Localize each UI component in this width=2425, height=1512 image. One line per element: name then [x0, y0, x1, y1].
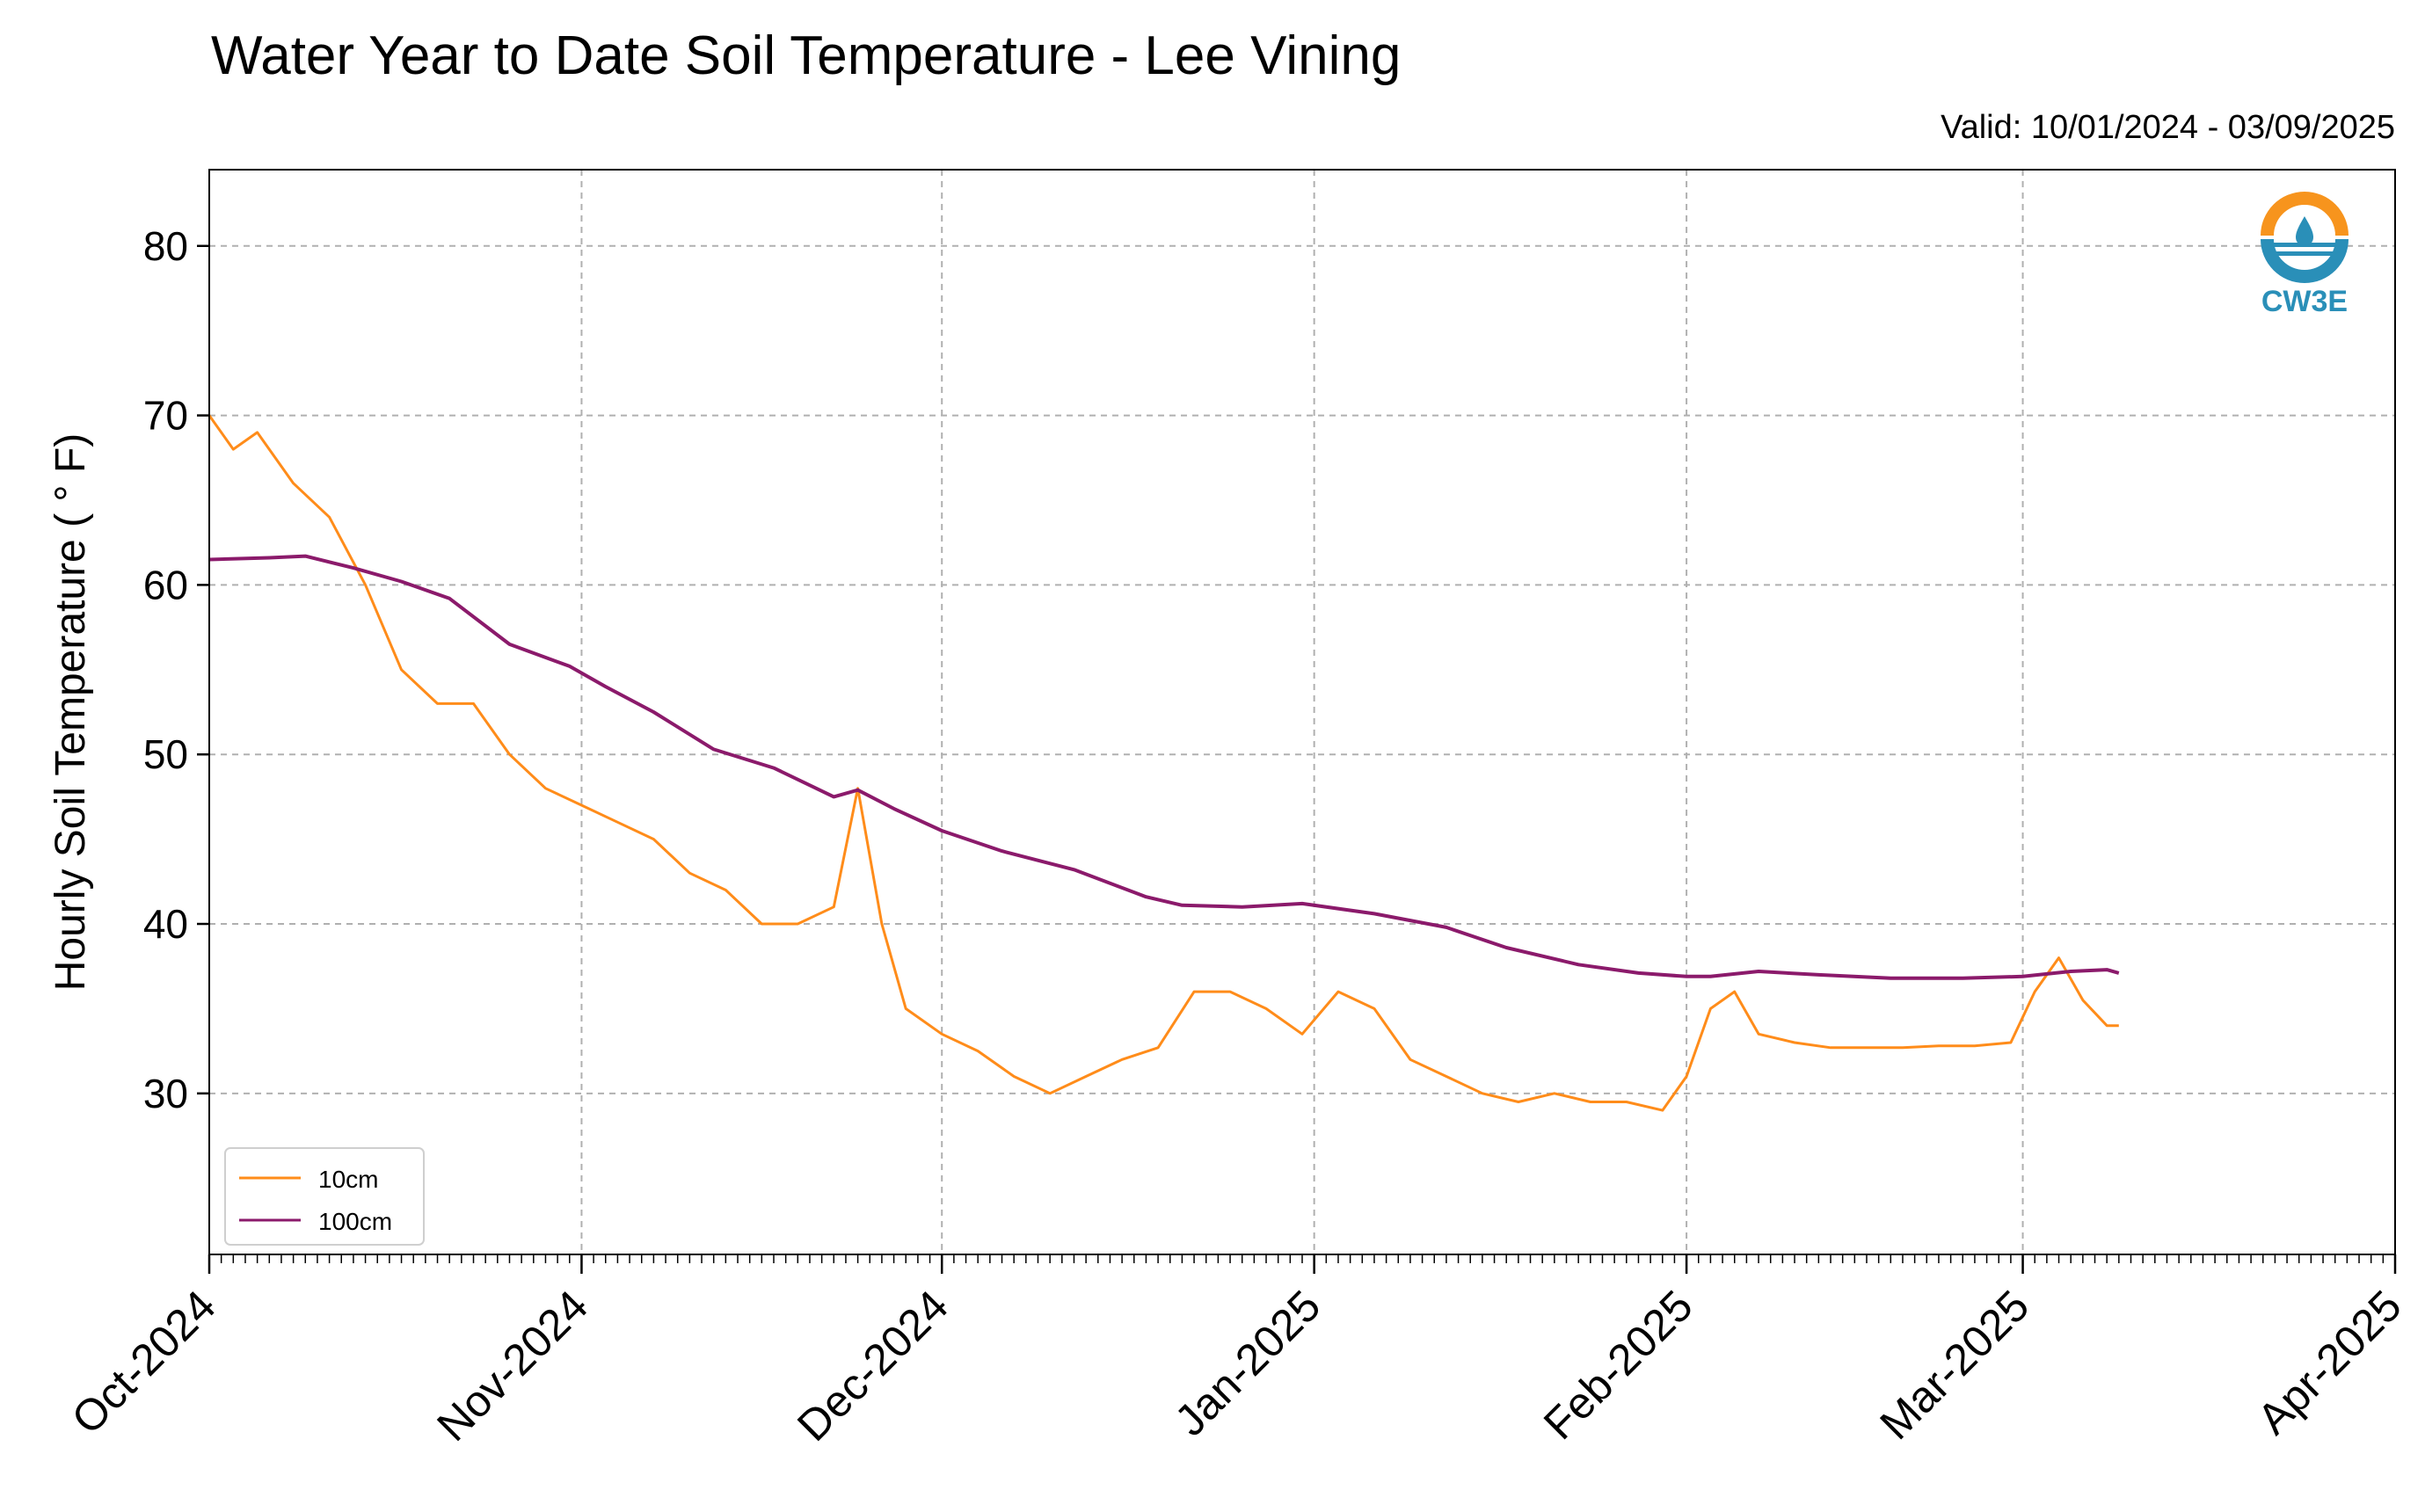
series-layer	[208, 414, 2120, 1112]
plot-frame	[208, 169, 2396, 1255]
x-tick-label: Nov-2024	[427, 1281, 597, 1450]
chart-title: Water Year to Date Soil Temperature - Le…	[211, 25, 1402, 86]
legend: 10cm 100cm	[224, 1147, 425, 1246]
x-tick-label: Dec-2024	[788, 1281, 958, 1450]
x-tick-label: Jan-2025	[1165, 1281, 1329, 1445]
x-tick-label: Mar-2025	[1870, 1281, 2038, 1449]
y-tick-label: 60	[143, 562, 188, 607]
x-tick-label: Apr-2025	[2248, 1281, 2411, 1443]
y-tick-label: 80	[143, 223, 188, 269]
y-tick-label: 70	[143, 393, 188, 439]
chart-subtitle: Valid: 10/01/2024 - 03/09/2025	[1941, 109, 2395, 146]
y-tick-label: 30	[143, 1071, 188, 1116]
series-10cm-line	[208, 414, 2119, 1112]
y-axis: 30 40 50 60 70 80	[143, 223, 209, 1116]
x-tick-label: Oct-2024	[62, 1281, 225, 1443]
y-tick-label: 40	[143, 901, 188, 947]
y-tick-label: 50	[143, 731, 188, 777]
cw3e-logo-icon: CW3E	[2247, 181, 2362, 322]
legend-label-10cm: 10cm	[318, 1166, 378, 1193]
grid	[209, 170, 2395, 1254]
x-tick-label: Feb-2025	[1534, 1281, 1702, 1449]
logo-text: CW3E	[2261, 285, 2349, 318]
series-100cm-line	[208, 554, 2120, 980]
legend-label-100cm: 100cm	[318, 1208, 392, 1235]
x-axis: Oct-2024 Nov-2024 Dec-2024 Jan-2025 Feb-2025…	[62, 1254, 2411, 1450]
y-axis-label: Hourly Soil Temperature ( ° F)	[47, 433, 94, 992]
